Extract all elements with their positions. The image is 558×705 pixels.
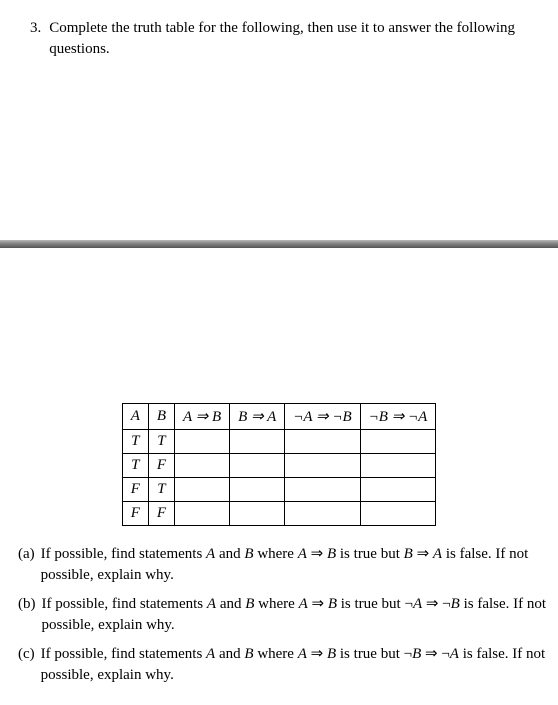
truth-table: A B A ⇒ B B ⇒ A ¬A ⇒ ¬B ¬B ⇒ ¬A T T T F: [122, 403, 437, 526]
subpart-b: (b) If possible, find statements A and B…: [18, 594, 550, 636]
table-cell: F: [148, 502, 174, 526]
table-cell: [175, 478, 230, 502]
table-cell: [360, 454, 436, 478]
table-row: F T: [122, 478, 436, 502]
table-cell: T: [122, 454, 148, 478]
table-header: A: [122, 404, 148, 430]
table-header: A ⇒ B: [175, 404, 230, 430]
table-cell: [230, 454, 285, 478]
table-cell: [175, 430, 230, 454]
table-cell: [285, 502, 360, 526]
table-header: ¬B ⇒ ¬A: [360, 404, 436, 430]
table-cell: T: [122, 430, 148, 454]
problem-statement: 3. Complete the truth table for the foll…: [30, 18, 528, 60]
subpart-label: (b): [18, 594, 36, 636]
subpart-text: If possible, find statements A and B whe…: [41, 544, 550, 586]
problem-text: Complete the truth table for the followi…: [49, 18, 528, 60]
table-cell: T: [148, 478, 174, 502]
subpart-a: (a) If possible, find statements A and B…: [18, 544, 550, 586]
table-cell: F: [122, 478, 148, 502]
table-header: B ⇒ A: [230, 404, 285, 430]
table-cell: [230, 430, 285, 454]
table-header: ¬A ⇒ ¬B: [285, 404, 360, 430]
table-header: B: [148, 404, 174, 430]
table-cell: [360, 502, 436, 526]
table-cell: [175, 454, 230, 478]
subpart-label: (a): [18, 544, 35, 586]
table-header-row: A B A ⇒ B B ⇒ A ¬A ⇒ ¬B ¬B ⇒ ¬A: [122, 404, 436, 430]
table-cell: [230, 478, 285, 502]
table-row: F F: [122, 502, 436, 526]
table-cell: F: [148, 454, 174, 478]
table-row: T F: [122, 454, 436, 478]
table-cell: F: [122, 502, 148, 526]
table-cell: [360, 478, 436, 502]
table-cell: [175, 502, 230, 526]
table-cell: [285, 430, 360, 454]
table-cell: T: [148, 430, 174, 454]
table-cell: [285, 454, 360, 478]
table-cell: [360, 430, 436, 454]
divider: [0, 240, 558, 248]
table-cell: [230, 502, 285, 526]
subpart-c: (c) If possible, find statements A and B…: [18, 644, 550, 686]
table-row: T T: [122, 430, 436, 454]
table-cell: [285, 478, 360, 502]
subpart-text: If possible, find statements A and B whe…: [42, 594, 551, 636]
problem-number: 3.: [30, 18, 41, 60]
subpart-label: (c): [18, 644, 35, 686]
subpart-text: If possible, find statements A and B whe…: [41, 644, 550, 686]
